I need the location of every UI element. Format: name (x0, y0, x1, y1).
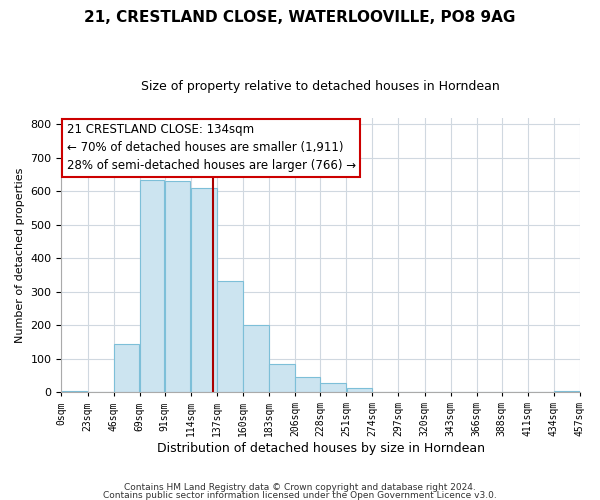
Text: 21, CRESTLAND CLOSE, WATERLOOVILLE, PO8 9AG: 21, CRESTLAND CLOSE, WATERLOOVILLE, PO8 … (85, 10, 515, 25)
Bar (295, 377, 320, 392)
Bar (140, 180, 164, 392)
Y-axis label: Number of detached properties: Number of detached properties (15, 168, 25, 342)
Bar (114, 344, 139, 392)
X-axis label: Distribution of detached houses by size in Horndean: Distribution of detached houses by size … (157, 442, 485, 455)
Bar (320, 383, 346, 392)
Text: 21 CRESTLAND CLOSE: 134sqm
← 70% of detached houses are smaller (1,911)
28% of s: 21 CRESTLAND CLOSE: 134sqm ← 70% of deta… (67, 124, 356, 172)
Bar (165, 180, 190, 392)
Title: Size of property relative to detached houses in Horndean: Size of property relative to detached ho… (142, 80, 500, 93)
Bar (243, 325, 269, 392)
Bar (554, 391, 580, 392)
Text: Contains public sector information licensed under the Open Government Licence v3: Contains public sector information licen… (103, 490, 497, 500)
Bar (217, 280, 242, 392)
Text: Contains HM Land Registry data © Crown copyright and database right 2024.: Contains HM Land Registry data © Crown c… (124, 484, 476, 492)
Bar (269, 364, 295, 392)
Bar (347, 388, 372, 392)
Bar (191, 188, 217, 392)
